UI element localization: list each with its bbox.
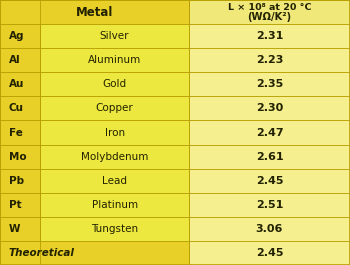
Text: L × 10⁸ at 20 °C: L × 10⁸ at 20 °C	[228, 3, 311, 12]
Bar	[189, 72, 350, 96]
Bar	[0, 24, 40, 48]
Bar	[189, 96, 350, 121]
Bar	[189, 193, 350, 217]
Bar	[0, 96, 40, 121]
Text: Theoretical: Theoretical	[9, 248, 75, 258]
Text: 2.23: 2.23	[256, 55, 283, 65]
Bar	[189, 217, 350, 241]
Bar	[40, 121, 189, 144]
Text: Cu: Cu	[9, 103, 24, 113]
Text: 2.51: 2.51	[256, 200, 283, 210]
Bar	[40, 169, 189, 193]
Text: Metal: Metal	[76, 6, 113, 19]
Text: Pt: Pt	[9, 200, 21, 210]
Text: Aluminum: Aluminum	[88, 55, 141, 65]
Text: Au: Au	[9, 79, 24, 89]
Bar	[40, 144, 189, 169]
Text: Tungsten: Tungsten	[91, 224, 138, 234]
Bar	[189, 0, 350, 24]
Text: Molybdenum: Molybdenum	[81, 152, 148, 162]
Text: 2.45: 2.45	[256, 176, 283, 186]
Text: (WΩ/K²): (WΩ/K²)	[247, 12, 292, 22]
Bar	[0, 144, 40, 169]
Bar	[0, 193, 40, 217]
Bar	[40, 72, 189, 96]
Text: Pb: Pb	[9, 176, 24, 186]
Bar	[0, 169, 40, 193]
Text: Fe: Fe	[9, 127, 23, 138]
Text: Lead: Lead	[102, 176, 127, 186]
Bar	[189, 241, 350, 265]
Bar	[0, 121, 40, 144]
Text: Platinum: Platinum	[92, 200, 138, 210]
Text: Gold: Gold	[103, 79, 127, 89]
Text: 3.06: 3.06	[256, 224, 283, 234]
Text: Copper: Copper	[96, 103, 133, 113]
Bar	[0, 48, 40, 72]
Bar	[0, 241, 189, 265]
Text: 2.35: 2.35	[256, 79, 283, 89]
Text: 2.61: 2.61	[256, 152, 283, 162]
Bar	[189, 24, 350, 48]
Text: Ag: Ag	[9, 31, 24, 41]
Bar	[0, 72, 40, 96]
Bar	[40, 48, 189, 72]
Text: Mo: Mo	[9, 152, 26, 162]
Bar	[189, 121, 350, 144]
Bar	[189, 144, 350, 169]
Text: 2.30: 2.30	[256, 103, 283, 113]
Bar	[40, 96, 189, 121]
Bar	[189, 48, 350, 72]
Bar	[189, 169, 350, 193]
Text: 2.45: 2.45	[256, 248, 283, 258]
Text: Al: Al	[9, 55, 20, 65]
Bar	[0, 0, 189, 24]
Text: Iron: Iron	[105, 127, 125, 138]
Bar	[40, 24, 189, 48]
Text: W: W	[9, 224, 20, 234]
Text: 2.31: 2.31	[256, 31, 283, 41]
Bar	[0, 217, 40, 241]
Bar	[40, 193, 189, 217]
Text: 2.47: 2.47	[256, 127, 283, 138]
Text: Silver: Silver	[100, 31, 130, 41]
Bar	[40, 217, 189, 241]
